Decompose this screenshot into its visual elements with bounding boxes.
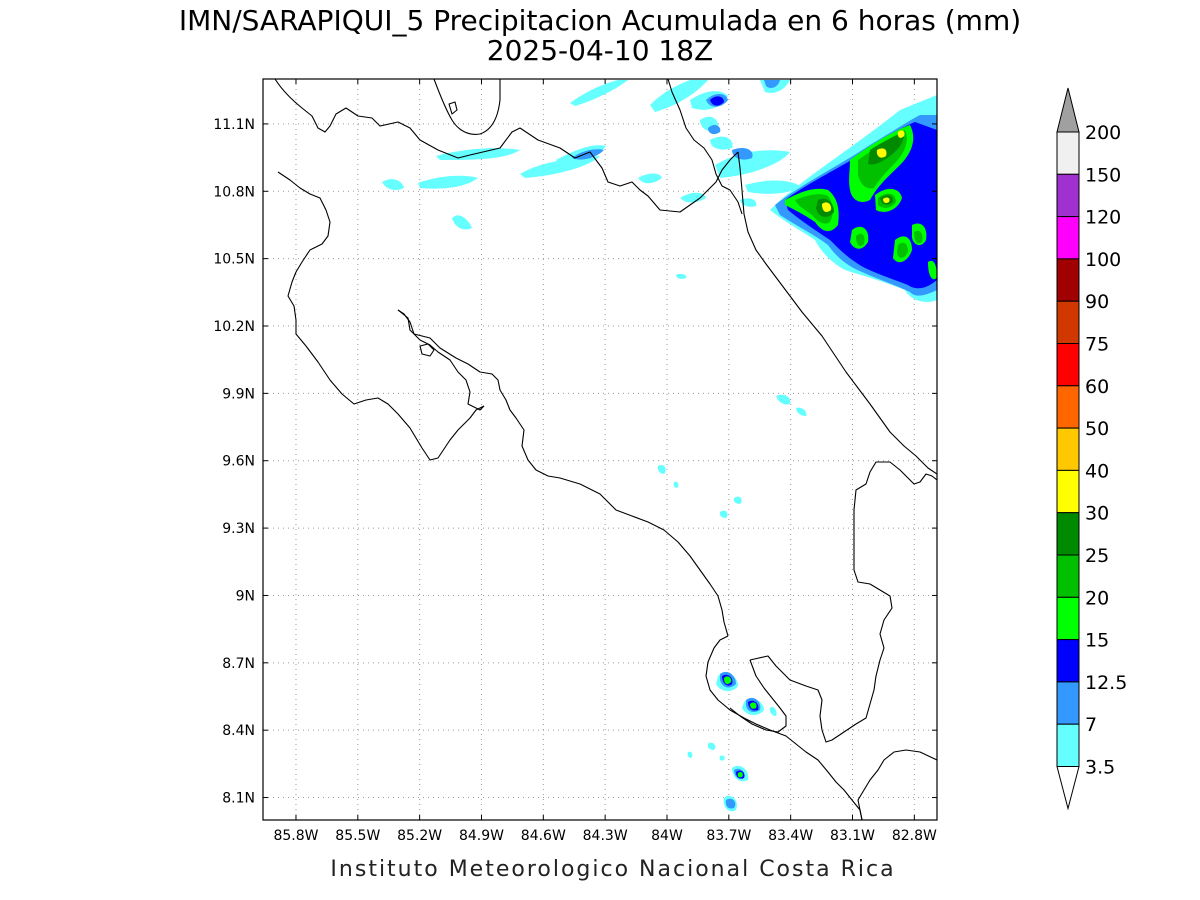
lake-island [448, 101, 458, 115]
pacific-coast-north [277, 171, 485, 461]
y-tick-label: 9.6N [222, 454, 255, 470]
colorbar-level-label: 50 [1085, 418, 1109, 440]
y-tick-label: 8.4N [222, 723, 255, 739]
caribbean-coast [737, 151, 937, 475]
colorbar-swatch [1056, 596, 1080, 641]
colorbar-level-label: 60 [1085, 376, 1109, 398]
map-subtitle-date: 2025-04-10 18Z [487, 34, 713, 67]
nicoya-gulf-coast [397, 309, 729, 637]
nicaragua-north-coast [274, 79, 739, 213]
longitude-axis: 85.8W 85.5W 85.2W 84.9W 84.6W 84.3W 84W 83.7W 83… [273, 79, 937, 844]
colorbar-level-label: 40 [1085, 460, 1109, 482]
y-tick-label: 10.5N [213, 252, 255, 268]
map-title: IMN/SARAPIQUI_5 Precipitacion Acumulada … [179, 4, 1021, 37]
colorbar-swatch [1056, 258, 1080, 302]
coastlines-and-borders [274, 79, 937, 820]
colorbar-level-label: 100 [1085, 249, 1121, 271]
colorbar-level-label: 7 [1085, 714, 1097, 736]
colorbar-swatch [1056, 639, 1080, 683]
osa-peninsula-coast [705, 635, 863, 820]
colorbar-swatch [1056, 469, 1080, 514]
colorbar-level-label: 75 [1085, 334, 1109, 356]
colorbar-level-label: 3.5 [1085, 757, 1115, 779]
nicaragua-costa-rica-border [667, 79, 743, 215]
x-tick-label: 83.4W [768, 828, 813, 844]
colorbar-swatch [1056, 300, 1080, 345]
colorbar-top-triangle [1056, 87, 1080, 133]
colorbar-bottom-triangle [1056, 766, 1080, 811]
x-tick-label: 84W [651, 828, 683, 844]
lake-nicaragua-shore [433, 79, 501, 135]
x-tick-label: 84.6W [521, 828, 566, 844]
x-tick-label: 84.3W [583, 828, 628, 844]
colorbar-swatch [1056, 173, 1080, 218]
y-tick-label: 9.3N [222, 521, 255, 537]
x-tick-label: 84.9W [459, 828, 504, 844]
colorbar-level-label: 15 [1085, 630, 1109, 652]
colorbar-swatch [1056, 554, 1080, 598]
x-tick-label: 85.2W [397, 828, 442, 844]
y-tick-label: 9.9N [222, 386, 255, 402]
colorbar-swatch [1056, 385, 1080, 429]
colorbar-level-label: 90 [1085, 291, 1109, 313]
golfo-dulce-coast [749, 461, 937, 743]
y-tick-label: 8.1N [222, 791, 255, 807]
x-tick-label: 83.7W [706, 828, 751, 844]
precipitation-colorbar-legend: 200 150 120 100 90 75 60 50 40 30 25 20 15 12.5 7 3.5 [1056, 87, 1127, 811]
y-tick-label: 11.1N [213, 117, 255, 133]
panama-border [857, 749, 937, 820]
latitude-axis: 11.1N 10.8N 10.5N 10.2N 9.9N 9.6N 9.3N 9N 8.7N 8.… [213, 117, 937, 807]
institution-credit: Instituto Meteorologico Nacional Costa R… [330, 857, 895, 882]
y-tick-label: 10.2N [213, 319, 255, 335]
y-tick-label: 10.8N [213, 184, 255, 200]
lake-nicoya-island [419, 343, 435, 357]
y-tick-label: 9N [236, 588, 255, 604]
map-gridlines [263, 79, 937, 820]
colorbar-level-label: 120 [1085, 207, 1121, 229]
colorbar-level-label: 150 [1085, 164, 1121, 186]
osa-inner-coast [729, 659, 787, 733]
x-tick-label: 85.5W [335, 828, 380, 844]
y-tick-label: 8.7N [222, 656, 255, 672]
precipitation-contours [382, 80, 937, 812]
x-tick-label: 83.1W [830, 828, 875, 844]
colorbar-swatch [1056, 427, 1080, 471]
x-tick-label: 85.8W [273, 828, 318, 844]
colorbar-swatch [1056, 681, 1080, 725]
colorbar-swatch [1056, 216, 1080, 260]
colorbar-level-label: 12.5 [1085, 672, 1127, 694]
colorbar-level-label: 30 [1085, 503, 1109, 525]
colorbar-swatch [1056, 723, 1080, 768]
colorbar-swatch [1056, 343, 1080, 387]
colorbar-level-label: 20 [1085, 587, 1109, 609]
colorbar-level-label: 25 [1085, 545, 1109, 567]
nicoya-peninsula-coast [397, 309, 485, 411]
colorbar-level-label: 200 [1085, 122, 1121, 144]
colorbar-swatch [1056, 512, 1080, 556]
contour-30mm [822, 130, 905, 212]
colorbar-swatch [1056, 131, 1080, 175]
x-tick-label: 82.8W [892, 828, 937, 844]
map-frame-border [262, 78, 938, 821]
